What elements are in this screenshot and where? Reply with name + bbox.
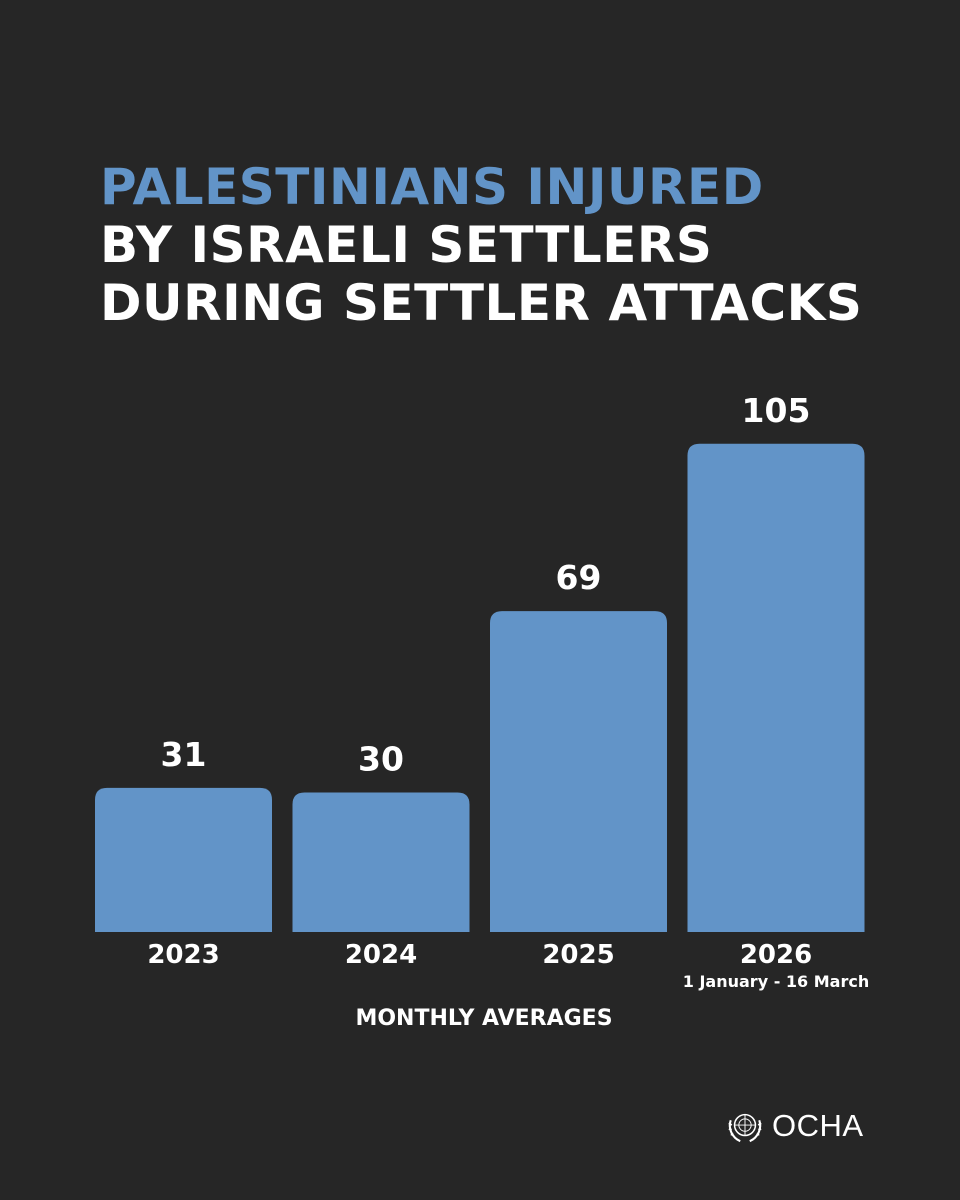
title-line-2: BY ISRAELI SETTLERS <box>100 216 713 274</box>
bar-2023 <box>95 787 272 932</box>
bar-chart: 31 2023 30 2024 69 2025 105 2026 1 January - 16 … <box>95 391 869 991</box>
title-line-1: PALESTINIANS INJURED <box>100 158 764 216</box>
value-label-2023: 31 <box>161 735 207 774</box>
value-label-2025: 69 <box>556 558 602 597</box>
chart-title: PALESTINIANS INJURED BY ISRAELI SETTLERS… <box>100 158 862 332</box>
value-label-2026: 105 <box>742 391 811 430</box>
x-tick-label-2025: 2025 <box>542 940 614 970</box>
bar-2026 <box>687 443 865 932</box>
title-line-3: DURING SETTLER ATTACKS <box>100 274 863 332</box>
x-tick-label-2023: 2023 <box>147 940 219 970</box>
bar-2025 <box>490 611 667 932</box>
value-label-2024: 30 <box>358 740 404 779</box>
x-tick-label-2024: 2024 <box>345 940 417 970</box>
x-axis-label: MONTHLY AVERAGES <box>355 1006 613 1031</box>
un-emblem-icon <box>728 1113 762 1143</box>
x-tick-label-2026: 2026 <box>740 940 812 970</box>
logo-text: OCHA <box>772 1108 864 1143</box>
ocha-logo: OCHA <box>726 1106 864 1146</box>
x-tick-sublabel-2026: 1 January - 16 March <box>683 972 869 991</box>
bar-2024 <box>292 792 470 932</box>
